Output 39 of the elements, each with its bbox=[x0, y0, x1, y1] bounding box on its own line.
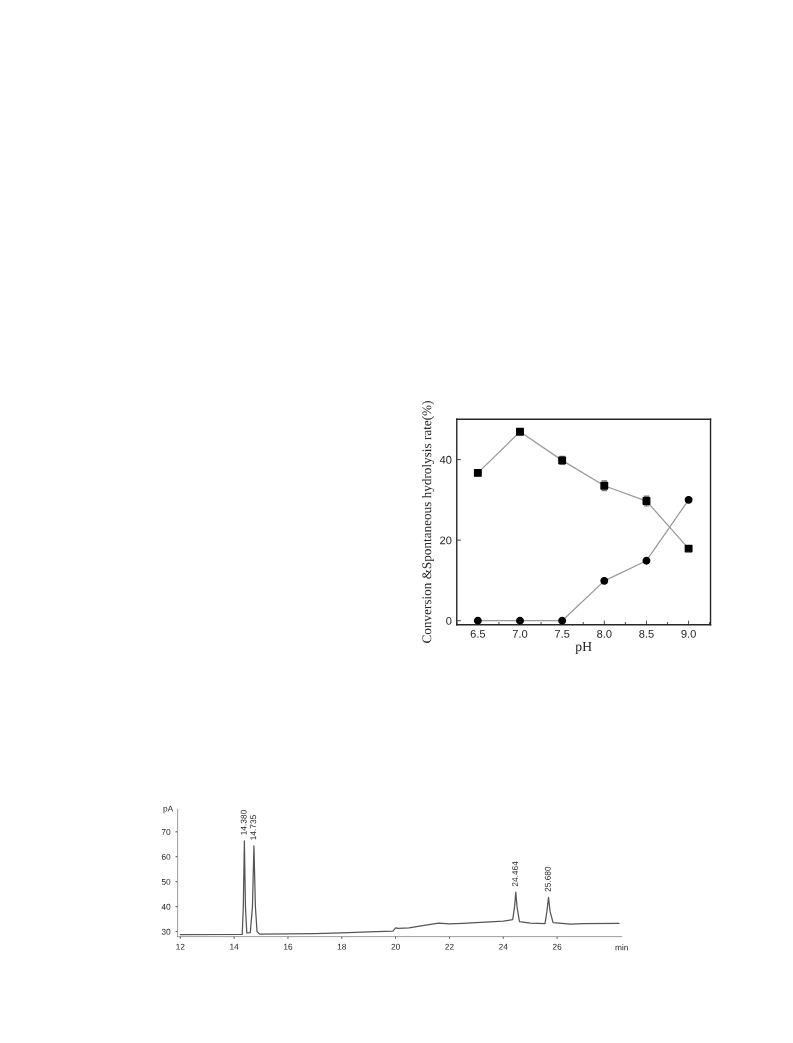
annotation: 24.464 bbox=[512, 861, 519, 887]
annotation: 14.380 bbox=[240, 810, 247, 835]
x-tick-label: 8.0 bbox=[597, 629, 612, 638]
point bbox=[516, 427, 524, 436]
x-tick-label: 8.5 bbox=[639, 629, 654, 638]
x-tick-label: 20 bbox=[391, 943, 400, 950]
x-tick-label: 7.0 bbox=[512, 629, 528, 638]
x-tick-label: 14 bbox=[230, 943, 239, 950]
point bbox=[473, 468, 482, 477]
x-tick-label: 26 bbox=[552, 943, 562, 950]
y-tick-label: 0 bbox=[446, 617, 452, 625]
y-tick-label: 40 bbox=[161, 903, 171, 910]
y-tick-label: 20 bbox=[440, 536, 452, 545]
point bbox=[600, 576, 609, 585]
y-tick-label: 60 bbox=[161, 853, 171, 860]
x-tick-label: 12 bbox=[176, 943, 185, 950]
x-axis-title: min bbox=[615, 944, 628, 951]
y-tick-label: 50 bbox=[161, 878, 171, 885]
x-tick-label: 24 bbox=[499, 943, 508, 950]
x-tick-label: 22 bbox=[445, 943, 454, 950]
x-tick-label: 6.5 bbox=[470, 629, 486, 638]
y-axis-title: Conversion &Spontaneous hydrolysis rate(%) bbox=[421, 401, 434, 643]
point bbox=[684, 544, 693, 553]
point bbox=[684, 495, 693, 504]
y-tick-label: 40 bbox=[439, 455, 452, 464]
y-axis-title: pA bbox=[163, 805, 174, 814]
point bbox=[473, 616, 482, 625]
x-tick-label: 18 bbox=[337, 943, 347, 950]
y-tick-label: 30 bbox=[161, 928, 171, 935]
y-tick-label: 70 bbox=[161, 829, 171, 835]
point bbox=[558, 616, 567, 625]
x-axis-title: pH bbox=[575, 641, 592, 654]
annotation: 14.735 bbox=[250, 815, 257, 840]
point bbox=[642, 556, 651, 565]
x-tick-label: 9.0 bbox=[681, 629, 696, 638]
x-tick-label: 16 bbox=[283, 943, 293, 950]
point bbox=[516, 616, 524, 625]
annotation: 25.680 bbox=[544, 866, 551, 892]
x-tick-label: 7.5 bbox=[555, 630, 570, 638]
